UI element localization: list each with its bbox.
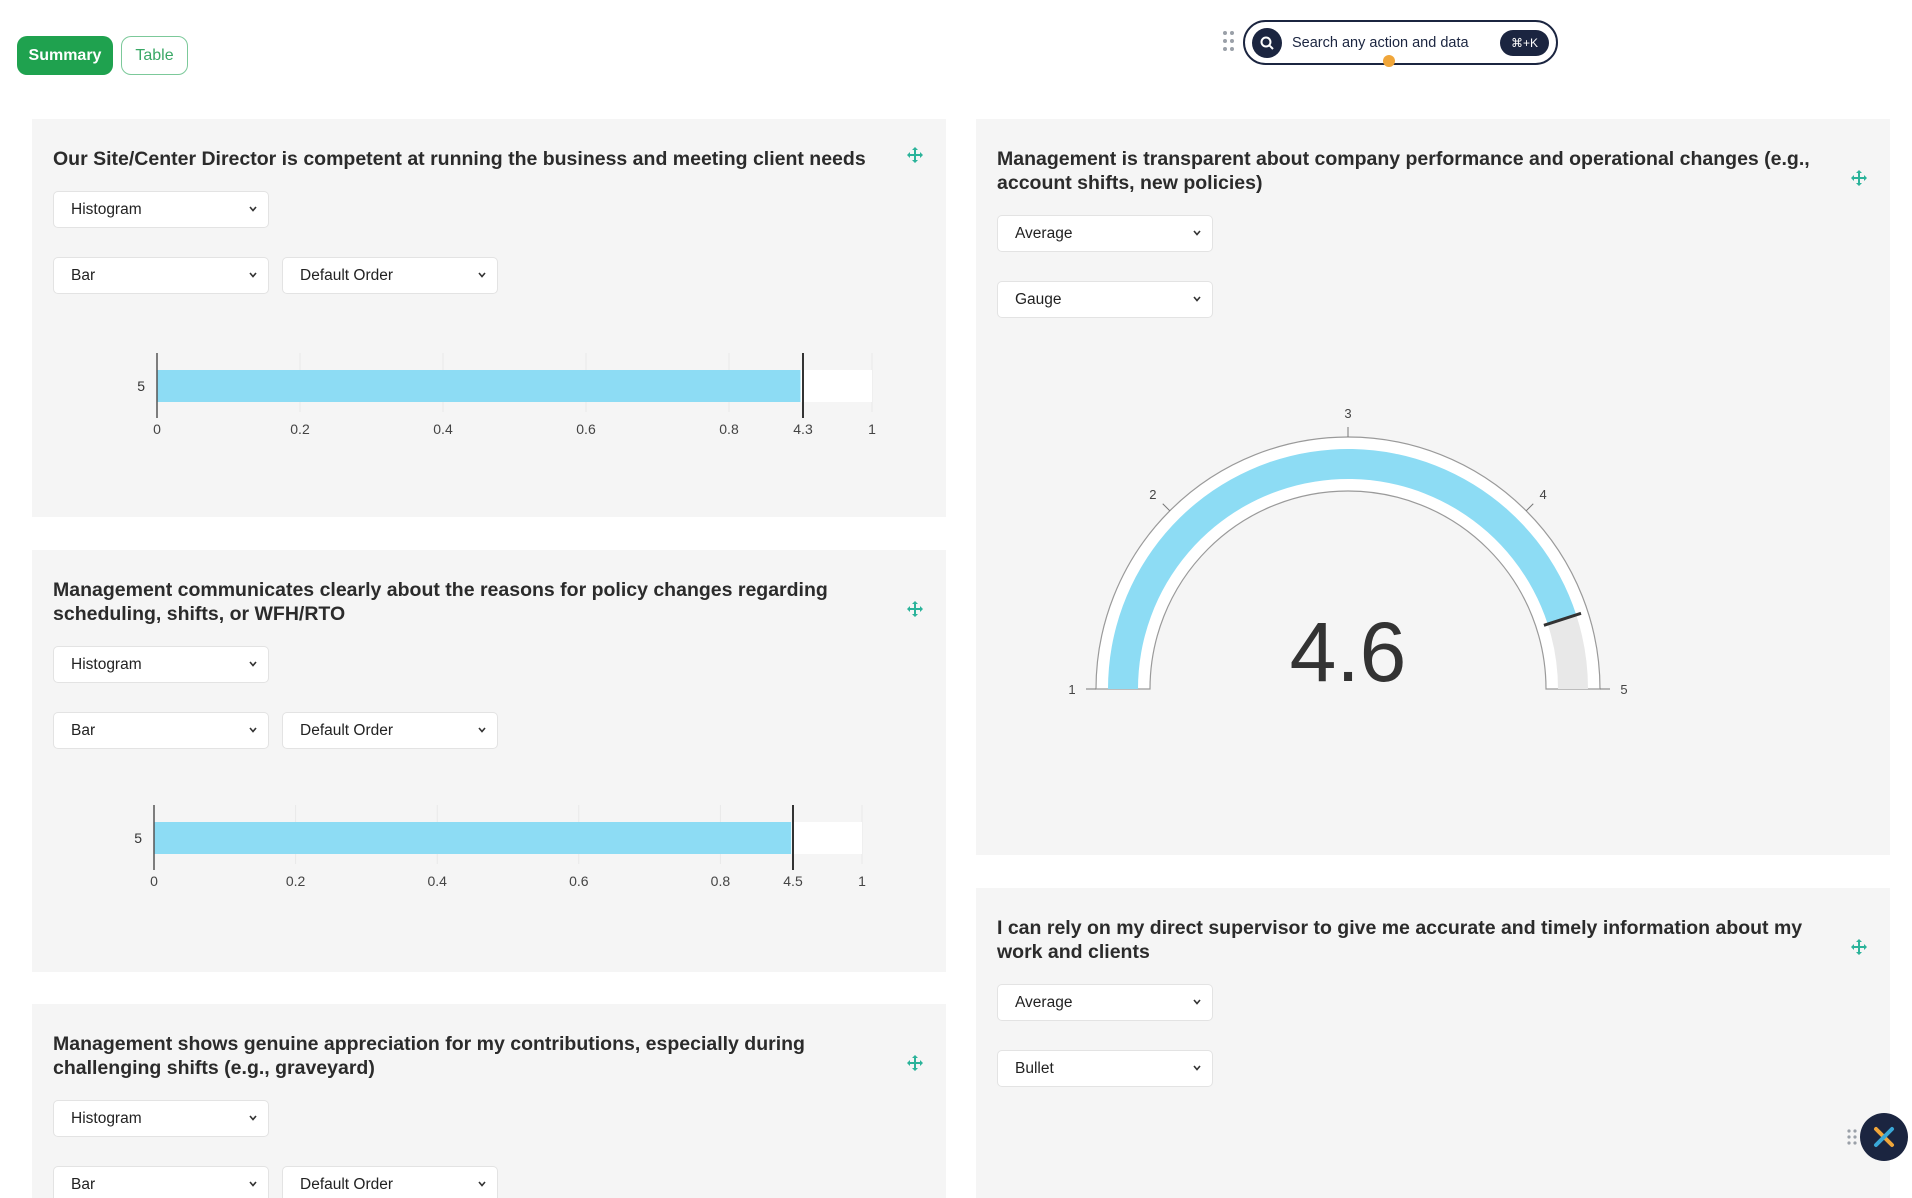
chevron-down-icon bbox=[1193, 296, 1201, 302]
select-value: Bar bbox=[71, 721, 96, 739]
chevron-down-icon bbox=[1193, 1065, 1201, 1071]
question-card-5: I can rely on my direct supervisor to gi… bbox=[976, 888, 1890, 1198]
tick-label: 1 bbox=[868, 421, 876, 437]
tick-label: 0.2 bbox=[286, 873, 306, 889]
tick-label: 0.6 bbox=[576, 421, 596, 437]
search-icon bbox=[1252, 27, 1282, 58]
chart-type-select[interactable]: Bar bbox=[53, 257, 269, 294]
notification-dot bbox=[1383, 55, 1395, 67]
move-icon[interactable] bbox=[1850, 169, 1868, 187]
tick-label: 4.5 bbox=[783, 873, 803, 889]
gauge-tick-label: 2 bbox=[1149, 487, 1156, 502]
chevron-down-icon bbox=[249, 661, 257, 667]
select-value: Histogram bbox=[71, 200, 142, 218]
question-card-2: Management communicates clearly about th… bbox=[32, 550, 946, 972]
tick-label: 0.4 bbox=[427, 873, 447, 889]
move-icon[interactable] bbox=[906, 146, 924, 164]
tick-label: 0 bbox=[153, 421, 161, 437]
aggregation-select[interactable]: Histogram bbox=[53, 646, 269, 683]
tab-table[interactable]: Table bbox=[121, 36, 188, 75]
gauge-tick-label: 3 bbox=[1344, 406, 1351, 421]
select-value: Default Order bbox=[300, 721, 394, 739]
select-value: Average bbox=[1015, 224, 1073, 242]
assistant-button[interactable] bbox=[1860, 1113, 1908, 1161]
order-select[interactable]: Default Order bbox=[282, 712, 498, 749]
chart-type-select[interactable]: Gauge bbox=[997, 281, 1213, 318]
gauge-tick bbox=[1525, 503, 1534, 512]
chevron-down-icon bbox=[249, 727, 257, 733]
gauge-value: 4.6 bbox=[1290, 605, 1407, 699]
gauge-tick-label: 1 bbox=[1068, 682, 1075, 697]
aggregation-select[interactable]: Histogram bbox=[53, 1100, 269, 1137]
tick-label: 0.6 bbox=[569, 873, 589, 889]
drag-handle-icon[interactable] bbox=[1847, 1128, 1857, 1146]
select-value: Histogram bbox=[71, 1109, 142, 1127]
tick-label: 0.8 bbox=[711, 873, 731, 889]
chevron-down-icon bbox=[478, 272, 486, 278]
select-value: Average bbox=[1015, 993, 1073, 1011]
chevron-down-icon bbox=[249, 272, 257, 278]
select-value: Bullet bbox=[1015, 1059, 1054, 1077]
category-label: 5 bbox=[134, 830, 142, 846]
card-title: Management communicates clearly about th… bbox=[53, 579, 828, 625]
search-placeholder: Search any action and data bbox=[1292, 34, 1469, 51]
tick-label: 0.8 bbox=[719, 421, 739, 437]
bar-chart-2: 5 0 0.2 0.4 0.6 0.8 4.5 1 bbox=[134, 805, 866, 889]
close-icon bbox=[1874, 1127, 1894, 1147]
select-value: Default Order bbox=[300, 266, 394, 284]
gauge-tick bbox=[1162, 503, 1171, 512]
chevron-down-icon bbox=[478, 1181, 486, 1187]
category-label: 5 bbox=[137, 378, 145, 394]
top-bar: Summary Table Search any action and data… bbox=[0, 0, 1912, 110]
select-value: Histogram bbox=[71, 655, 142, 673]
aggregation-select[interactable]: Average bbox=[997, 215, 1213, 252]
move-icon[interactable] bbox=[906, 1054, 924, 1072]
search-bar[interactable]: Search any action and data ⌘+K bbox=[1243, 20, 1558, 65]
tab-summary[interactable]: Summary bbox=[17, 36, 113, 75]
tick-label: 4.3 bbox=[793, 421, 813, 437]
select-value: Bar bbox=[71, 1175, 96, 1193]
select-value: Bar bbox=[71, 266, 96, 284]
chevron-down-icon bbox=[249, 1181, 257, 1187]
chevron-down-icon bbox=[1193, 230, 1201, 236]
chart-type-select[interactable]: Bar bbox=[53, 712, 269, 749]
shortcut-badge: ⌘+K bbox=[1499, 29, 1549, 56]
move-icon[interactable] bbox=[1850, 938, 1868, 956]
card-title: Management shows genuine appreciation fo… bbox=[53, 1033, 805, 1079]
question-card-1: Our Site/Center Director is competent at… bbox=[32, 119, 946, 517]
bar bbox=[154, 822, 792, 854]
drag-handle-icon[interactable] bbox=[1222, 30, 1236, 52]
bar bbox=[157, 370, 801, 402]
gauge-tick-label: 5 bbox=[1620, 682, 1627, 697]
chevron-down-icon bbox=[249, 206, 257, 212]
order-select[interactable]: Default Order bbox=[282, 1166, 498, 1198]
gauge-chart: 1 2 3 4 5 4.6 bbox=[1068, 406, 1627, 699]
chevron-down-icon bbox=[478, 727, 486, 733]
select-value: Default Order bbox=[300, 1175, 394, 1193]
gauge-value-band bbox=[1108, 449, 1577, 689]
tick-label: 0.2 bbox=[290, 421, 310, 437]
aggregation-select[interactable]: Average bbox=[997, 984, 1213, 1021]
chevron-down-icon bbox=[1193, 999, 1201, 1005]
card-title: I can rely on my direct supervisor to gi… bbox=[997, 917, 1803, 963]
order-select[interactable]: Default Order bbox=[282, 257, 498, 294]
gauge-remaining bbox=[1547, 614, 1588, 689]
chart-type-select[interactable]: Bullet bbox=[997, 1050, 1213, 1087]
card-title: Our Site/Center Director is competent at… bbox=[53, 148, 866, 170]
card-title: Management is transparent about company … bbox=[997, 148, 1810, 194]
chevron-down-icon bbox=[249, 1115, 257, 1121]
question-card-3: Management shows genuine appreciation fo… bbox=[32, 1004, 946, 1198]
question-card-4: Management is transparent about company … bbox=[976, 119, 1890, 855]
tick-label: 0.4 bbox=[433, 421, 453, 437]
select-value: Gauge bbox=[1015, 290, 1062, 308]
aggregation-select[interactable]: Histogram bbox=[53, 191, 269, 228]
chart-type-select[interactable]: Bar bbox=[53, 1166, 269, 1198]
gauge-tick-label: 4 bbox=[1540, 487, 1547, 502]
tick-label: 0 bbox=[150, 873, 158, 889]
gauge-marker bbox=[1543, 611, 1582, 627]
bar-chart-1: 5 0 0.2 0.4 0.6 0.8 4.3 1 bbox=[137, 353, 876, 437]
move-icon[interactable] bbox=[906, 600, 924, 618]
tick-label: 1 bbox=[858, 873, 866, 889]
